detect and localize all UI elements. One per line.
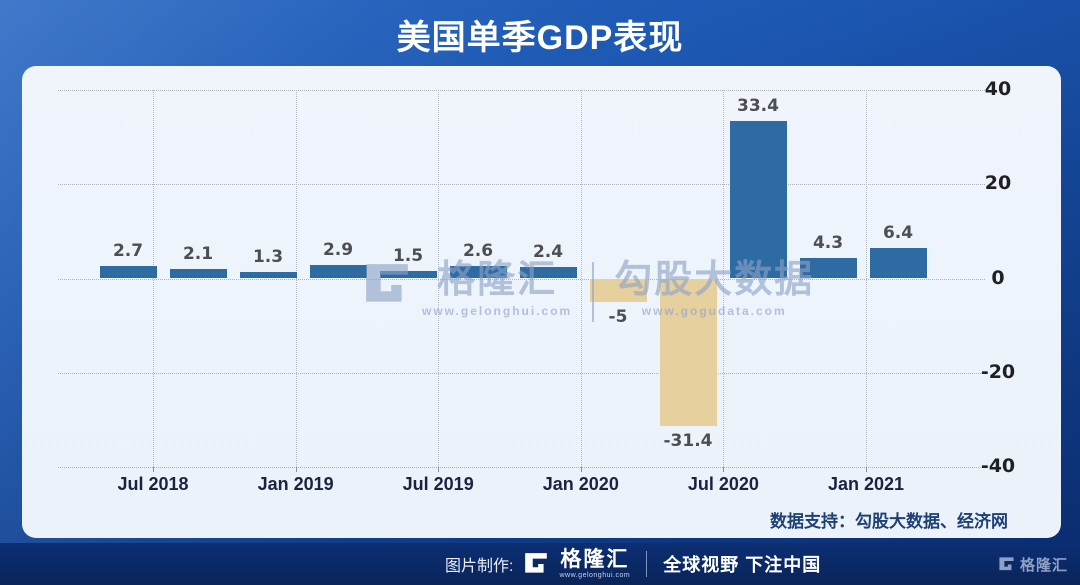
bar bbox=[169, 268, 227, 279]
grid-v-line bbox=[438, 90, 440, 467]
bar-value-label: 33.4 bbox=[737, 96, 779, 117]
grid-h-line bbox=[58, 278, 985, 280]
gelonghui-logo-icon bbox=[525, 553, 548, 573]
x-axis-tick bbox=[866, 467, 867, 472]
data-credits: 数据支持：勾股大数据、经济网 bbox=[770, 512, 1008, 531]
footer-corner-brand-text: 格隆汇 bbox=[1019, 556, 1068, 574]
y-tick-label: 0 bbox=[991, 266, 1005, 289]
bar-value-label: 2.7 bbox=[112, 240, 144, 261]
grid-h-line bbox=[58, 184, 985, 186]
bar-value-label: 1.5 bbox=[392, 246, 424, 267]
bar-value-label: -31.4 bbox=[663, 431, 713, 452]
bar-value-label: 4.3 bbox=[812, 233, 844, 254]
bar-value-label: 2.6 bbox=[462, 241, 494, 262]
page-title: 美国单季GDP表现 bbox=[396, 19, 684, 57]
grid-v-line bbox=[723, 90, 725, 467]
grid-v-line bbox=[295, 90, 297, 467]
x-axis-tick bbox=[723, 467, 725, 472]
bar-value-label: 1.3 bbox=[252, 247, 284, 268]
bar-value-label: 6.4 bbox=[882, 223, 914, 244]
grid-h-line bbox=[58, 372, 985, 374]
footer-center: 图片制作: 格隆汇 www.gelonghui.com 全球视野 下注中国 bbox=[445, 543, 821, 585]
bar bbox=[869, 248, 927, 279]
grid-v-line bbox=[153, 90, 154, 467]
y-tick-label: -40 bbox=[980, 455, 1016, 477]
bar-value-label: -5 bbox=[608, 307, 628, 328]
bar bbox=[589, 278, 647, 303]
gelonghui-logo-icon bbox=[999, 556, 1014, 570]
grid-v-line bbox=[580, 90, 582, 467]
footer-brand-block: 格隆汇 www.gelonghui.com bbox=[559, 549, 630, 579]
footer-divider bbox=[646, 551, 648, 577]
x-axis-tick bbox=[580, 467, 582, 472]
made-by-label: 图片制作: bbox=[445, 558, 514, 575]
grid-v-line bbox=[866, 90, 867, 467]
bar-value-label: 2.9 bbox=[322, 239, 354, 260]
grid-h-line bbox=[58, 90, 985, 91]
x-axis-tick bbox=[153, 467, 154, 472]
x-tick-label: Jan 2019 bbox=[257, 474, 334, 494]
x-tick-label: Jan 2021 bbox=[827, 474, 905, 494]
bar bbox=[99, 265, 157, 279]
y-tick-label: 40 bbox=[984, 78, 1012, 100]
bar bbox=[799, 258, 857, 279]
x-tick-label: Jul 2020 bbox=[687, 474, 759, 494]
grid-h-line bbox=[58, 467, 985, 468]
bar-value-label: 2.1 bbox=[182, 243, 214, 264]
x-axis-tick bbox=[438, 467, 440, 472]
footer-brand-url: www.gelonghui.com bbox=[559, 572, 631, 579]
bar bbox=[449, 266, 507, 279]
x-tick-label: Jul 2018 bbox=[117, 474, 189, 494]
y-tick-label: 20 bbox=[984, 172, 1012, 195]
chart-panel: 40 20 0 -20 -40 Jul 2018 Jan 2019 Jul 2019 Jan 2… bbox=[22, 66, 1061, 538]
bar bbox=[519, 267, 577, 279]
bar-chart: 40 20 0 -20 -40 Jul 2018 Jan 2019 Jul 2019 Jan 2… bbox=[22, 66, 1061, 538]
footer-brand-text: 格隆汇 bbox=[560, 548, 630, 571]
bar bbox=[729, 121, 787, 279]
x-axis-tick bbox=[295, 467, 297, 472]
x-tick-label: Jul 2019 bbox=[402, 474, 474, 494]
bar bbox=[239, 272, 297, 279]
footer-corner-brand: 格隆汇 bbox=[998, 543, 1068, 585]
footer-slogan: 全球视野 下注中国 bbox=[663, 555, 822, 575]
bar bbox=[309, 264, 367, 279]
bar bbox=[659, 278, 717, 427]
y-tick-label: -20 bbox=[980, 360, 1016, 383]
footer-bar: 图片制作: 格隆汇 www.gelonghui.com 全球视野 下注中国 格隆… bbox=[0, 543, 1080, 585]
bar bbox=[379, 271, 437, 279]
x-tick-label: Jan 2020 bbox=[542, 474, 619, 494]
bar-value-label: 2.4 bbox=[532, 242, 564, 263]
